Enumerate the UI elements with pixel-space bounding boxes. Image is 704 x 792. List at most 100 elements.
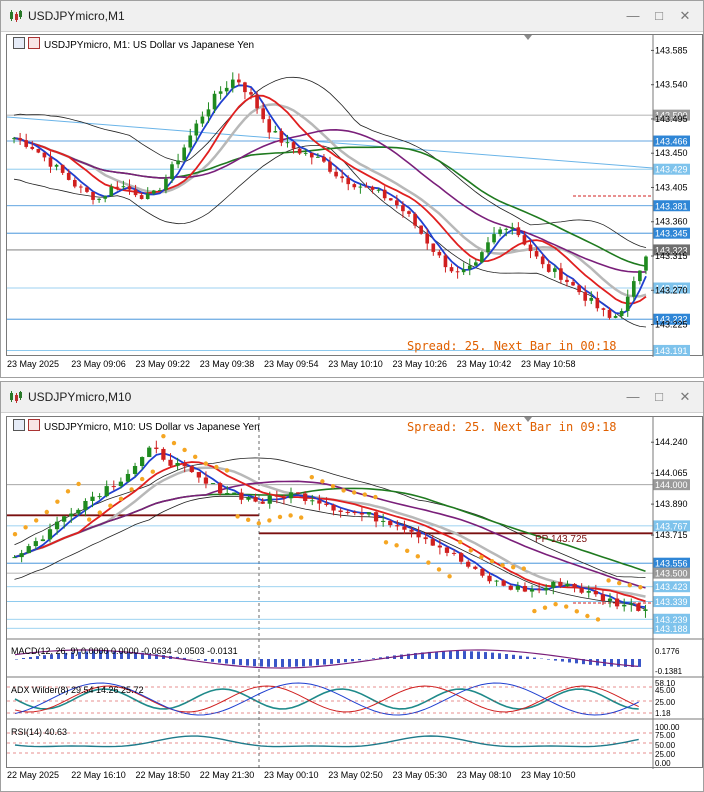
minimize-icon[interactable]: —	[626, 8, 640, 23]
price-tag-label: 143.767	[655, 521, 688, 531]
maximize-icon[interactable]: □	[655, 8, 663, 23]
candle-body	[200, 116, 205, 124]
candle-body	[91, 191, 95, 200]
indicator-tick-label: 25.00	[655, 698, 676, 707]
time-tick-label: 23 May 09:38	[199, 359, 255, 369]
candle-body	[364, 186, 369, 188]
sar-dot	[352, 490, 357, 495]
candle-body	[176, 160, 180, 165]
candle-body	[281, 496, 287, 499]
time-tick-label: 22 May 2025	[7, 770, 60, 780]
candle-body	[409, 529, 414, 532]
candle-body	[253, 497, 258, 502]
candle-body	[19, 553, 24, 558]
candle-body	[334, 171, 338, 177]
chart-area-m1[interactable]: 143.500 143.466 143.429 143.381 143.345 143.3…	[6, 34, 704, 357]
sar-dot	[288, 513, 293, 518]
candle-body	[274, 495, 279, 497]
candle-body	[97, 198, 101, 200]
window-titlebar[interactable]: USDJPYmicro,M10 — □ ✕	[1, 382, 703, 413]
macd-histogram-bar	[484, 652, 487, 659]
candle-body	[607, 598, 613, 601]
macd-histogram-bar	[225, 659, 228, 664]
macd-histogram-bar	[379, 657, 382, 659]
price-tag-label: 143.188	[655, 624, 688, 634]
candle-body	[62, 516, 67, 522]
sar-dot	[129, 487, 134, 492]
time-tick-label: 23 May 10:58	[521, 359, 576, 369]
indicator-list-icon[interactable]	[28, 419, 40, 431]
minimize-icon[interactable]: —	[626, 389, 640, 404]
price-tag-bg	[653, 200, 690, 212]
candle-body	[206, 109, 211, 117]
spread-countdown: Spread: 25. Next Bar in 09:18	[407, 420, 617, 434]
candle-body	[36, 148, 41, 153]
candle-body	[540, 256, 545, 265]
time-tick-label: 23 May 2025	[7, 359, 60, 369]
price-tag-label: 143.345	[655, 229, 688, 239]
price-tick-label: 143.495	[655, 114, 688, 124]
candle-body	[431, 243, 436, 252]
macd-histogram-bar	[351, 659, 354, 662]
price-tag-bg	[653, 581, 690, 593]
macd-histogram-bar	[526, 656, 529, 659]
candle-body	[230, 79, 235, 88]
sar-dot	[373, 494, 378, 500]
maximize-icon[interactable]: □	[655, 389, 663, 404]
chart-area-m10[interactable]: 144.000 143.767 143.556 143.500 143.423 143.3…	[6, 416, 704, 769]
sar-dot	[553, 602, 558, 607]
macd-histogram-bar	[197, 659, 200, 660]
macd-histogram-bar	[519, 655, 522, 659]
candle-body	[510, 227, 515, 229]
candle-body	[288, 492, 294, 499]
candle-body	[388, 198, 393, 201]
candle-body	[430, 539, 435, 546]
candle-body	[30, 146, 35, 149]
chart-type-icon[interactable]	[13, 37, 25, 49]
macd-histogram-bar	[554, 659, 557, 661]
sar-dot	[500, 563, 505, 568]
indicator-tick-label: 45.00	[655, 686, 676, 695]
candle-body	[638, 270, 642, 282]
candle-body	[546, 264, 551, 272]
macd-histogram-bar	[428, 651, 431, 659]
candle-body	[295, 492, 301, 494]
price-tag-label: 143.423	[655, 582, 688, 592]
candle-body	[529, 589, 535, 592]
macd-histogram-bar	[281, 659, 284, 667]
candle-body	[140, 457, 145, 466]
macd-histogram-bar	[568, 659, 571, 663]
candle-body	[145, 193, 150, 199]
window-titlebar[interactable]: USDJPYmicro,M1 — □ ✕	[1, 1, 703, 32]
chart-type-icon[interactable]	[13, 419, 25, 431]
price-tick-label: 143.360	[655, 217, 688, 227]
candle-body	[508, 585, 513, 590]
close-icon[interactable]: ✕	[679, 8, 691, 23]
price-chart-m1[interactable]: 143.500 143.466 143.429 143.381 143.345 143.3…	[7, 35, 704, 357]
candle-body	[579, 587, 584, 593]
time-axis-m10: 22 May 2025 22 May 16:10 22 May 18:50 22 Ma…	[1, 770, 704, 784]
candle-body	[381, 520, 386, 522]
macd-histogram-bar	[120, 651, 123, 659]
macd-histogram-bar	[295, 659, 298, 667]
sar-dot	[638, 585, 643, 590]
candle-body	[338, 510, 343, 512]
price-tag-label: 143.466	[655, 137, 688, 147]
candle-body	[595, 297, 600, 309]
indicator-list-icon[interactable]	[28, 37, 40, 49]
price-tag-bg	[653, 135, 690, 147]
sar-dot	[511, 564, 516, 570]
macd-histogram-bar	[232, 659, 235, 665]
macd-histogram-bar	[463, 651, 466, 659]
sar-dot	[97, 510, 103, 515]
macd-histogram-bar	[239, 659, 242, 666]
candle-body	[54, 521, 60, 530]
sar-dot	[309, 474, 314, 480]
sar-dot	[65, 489, 71, 494]
time-tick-label: 23 May 09:06	[71, 359, 126, 369]
candle-body	[239, 492, 244, 500]
macd-histogram-bar	[260, 659, 263, 667]
candle-body	[593, 591, 598, 595]
close-icon[interactable]: ✕	[679, 389, 691, 404]
